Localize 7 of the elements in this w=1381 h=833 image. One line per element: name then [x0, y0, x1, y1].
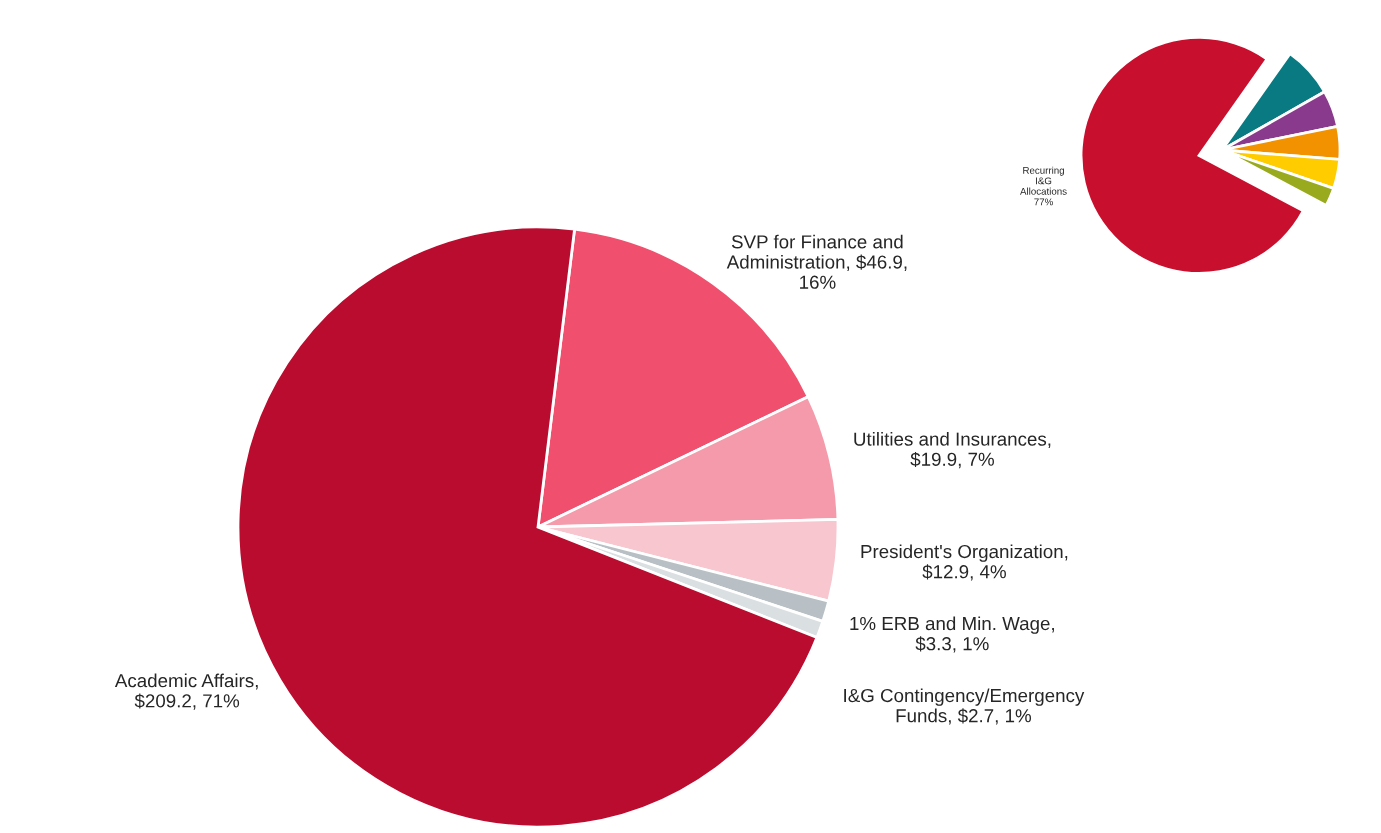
- slice-label: Recurring I&G Allocations 77%: [1020, 166, 1067, 206]
- slice-label: President's Organization, $12.9, 4%: [861, 544, 1068, 581]
- slice-label: Academic Affairs, $209.2, 71%: [114, 673, 258, 710]
- slice-label: 1% ERB and Min. Wage, $3.3, 1%: [850, 616, 1054, 653]
- slice-label: Utilities and Insurances, $19.9, 7%: [854, 431, 1051, 469]
- slice-label: SVP for Finance and Administration, $46.9, 16%: [726, 234, 907, 289]
- slice-label: I&G Contingency/Emergency Funds, $2.7, 1%: [844, 688, 1085, 725]
